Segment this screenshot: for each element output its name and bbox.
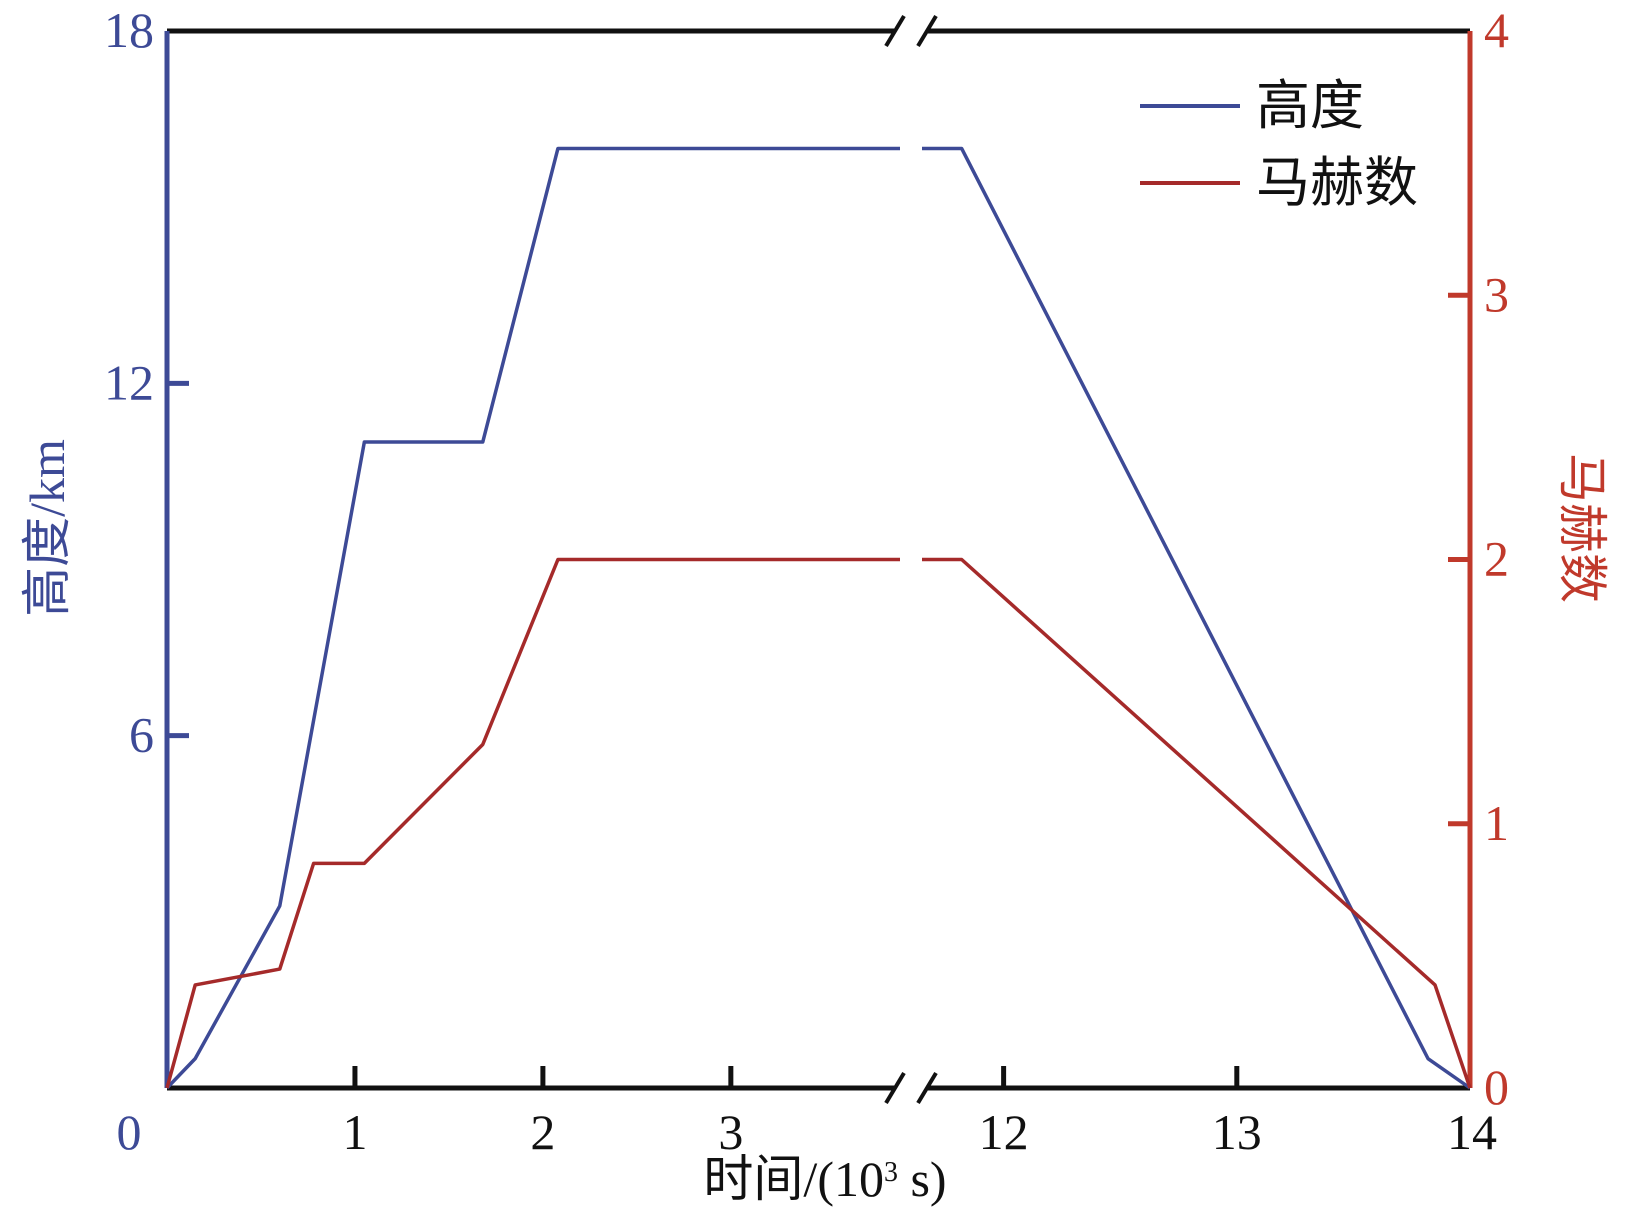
series-line-altitude-segment-2: [922, 146, 1472, 1090]
x-tick-label: 3: [718, 1104, 743, 1160]
y-right-tick-label: 0: [1484, 1059, 1509, 1115]
axis-break-slash: [884, 1071, 906, 1105]
x-tick-label: 13: [1212, 1104, 1262, 1160]
series-line-altitude-segment-1: [165, 146, 900, 1090]
axis-break-slash: [884, 14, 906, 48]
y-left-tick-label: 12: [104, 354, 154, 410]
y-right-tick-label: 1: [1484, 795, 1509, 851]
axis-break-marks: [884, 14, 938, 1105]
y-right-tick-label: 2: [1484, 531, 1509, 587]
y-left-tick-label: 18: [104, 2, 154, 58]
y-axis-left-label: 高度/km: [19, 439, 75, 617]
y-right-tick-label: 4: [1484, 2, 1509, 58]
axes: [164, 28, 1473, 1091]
legend-label: 高度: [1256, 76, 1364, 136]
x-tick-label: 12: [979, 1104, 1029, 1160]
y-right-tick-label: 3: [1484, 266, 1509, 322]
series-lines: [165, 146, 1472, 1090]
x-tick-label: 14: [1447, 1104, 1497, 1160]
series-line-mach-segment-2: [922, 557, 1472, 1089]
y-axis-right-label: 马赫数: [1554, 453, 1610, 603]
x-tick-label: 1: [342, 1104, 367, 1160]
axis-break-slash: [916, 1071, 938, 1105]
legend-label: 马赫数: [1256, 153, 1418, 213]
axis-break-slash: [916, 14, 938, 48]
series-line-mach-segment-1: [165, 557, 900, 1089]
x-tick-label: 2: [530, 1104, 555, 1160]
x-axis-label: 时间/(103 s): [703, 1151, 946, 1207]
x-tick-label: 0: [117, 1104, 142, 1160]
y-left-tick-label: 6: [129, 707, 154, 763]
